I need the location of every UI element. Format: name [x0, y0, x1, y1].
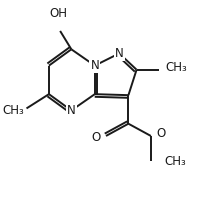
Text: CH₃: CH₃ [165, 61, 187, 74]
Text: O: O [91, 131, 100, 144]
Text: OH: OH [49, 7, 67, 20]
Text: N: N [115, 47, 124, 60]
Text: N: N [67, 104, 76, 117]
Text: CH₃: CH₃ [164, 155, 186, 168]
Text: CH₃: CH₃ [3, 104, 24, 117]
Text: N: N [90, 59, 99, 72]
Text: O: O [156, 127, 166, 140]
